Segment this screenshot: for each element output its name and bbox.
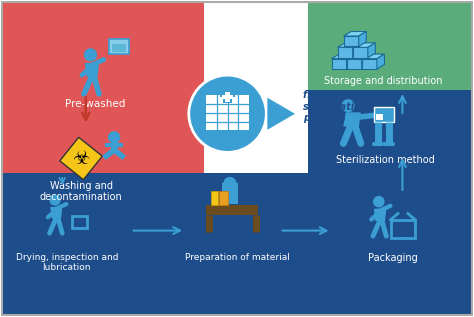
Bar (206, 95, 249, 131)
Bar (112, 44, 127, 52)
Bar (223, 91, 232, 103)
Text: Washing and
decontamination: Washing and decontamination (40, 181, 122, 202)
Polygon shape (266, 96, 297, 132)
Bar (391, 220, 415, 238)
Bar (374, 107, 394, 122)
Text: Sterilization method: Sterilization method (337, 155, 435, 165)
FancyBboxPatch shape (109, 39, 129, 55)
Polygon shape (344, 31, 366, 36)
Polygon shape (377, 54, 384, 69)
Polygon shape (374, 209, 386, 221)
Polygon shape (343, 112, 361, 126)
Text: Preparation of material: Preparation of material (184, 253, 290, 262)
Bar (3, 173, 471, 314)
Bar (222, 95, 233, 99)
Circle shape (49, 194, 61, 206)
Bar (3, 3, 204, 173)
Text: Packaging: Packaging (368, 253, 418, 263)
Bar (222, 184, 238, 204)
Polygon shape (50, 207, 62, 219)
Circle shape (373, 196, 384, 207)
Bar (226, 92, 229, 102)
Bar (206, 205, 258, 215)
Circle shape (223, 177, 237, 190)
Bar (308, 3, 471, 90)
Polygon shape (362, 54, 384, 59)
Polygon shape (346, 54, 354, 69)
Text: Pre-washed: Pre-washed (65, 99, 126, 109)
Polygon shape (362, 54, 369, 69)
Bar (337, 47, 353, 58)
Bar (72, 216, 87, 228)
Polygon shape (85, 63, 99, 77)
Bar (362, 59, 377, 69)
Bar (308, 90, 471, 173)
Text: flow of the
sterilization
process: flow of the sterilization process (303, 90, 369, 123)
Bar (344, 36, 359, 46)
Circle shape (108, 131, 120, 143)
Bar (376, 114, 383, 120)
Bar (353, 47, 368, 58)
Polygon shape (337, 43, 360, 47)
Polygon shape (60, 137, 102, 180)
Bar (331, 59, 346, 69)
Polygon shape (331, 54, 354, 59)
Polygon shape (346, 54, 369, 59)
Bar (219, 191, 228, 205)
Circle shape (84, 48, 97, 61)
Bar (204, 3, 308, 173)
Text: ☣: ☣ (73, 149, 90, 168)
Bar (211, 191, 218, 205)
Polygon shape (368, 43, 375, 58)
Bar (220, 88, 235, 97)
Bar (346, 59, 362, 69)
Text: Drying, inspection and
lubrication: Drying, inspection and lubrication (16, 253, 118, 272)
Polygon shape (353, 43, 375, 47)
Polygon shape (353, 43, 360, 58)
Circle shape (189, 75, 266, 152)
Circle shape (341, 99, 355, 112)
Polygon shape (359, 31, 366, 46)
Text: Storage and distribution: Storage and distribution (324, 76, 443, 86)
